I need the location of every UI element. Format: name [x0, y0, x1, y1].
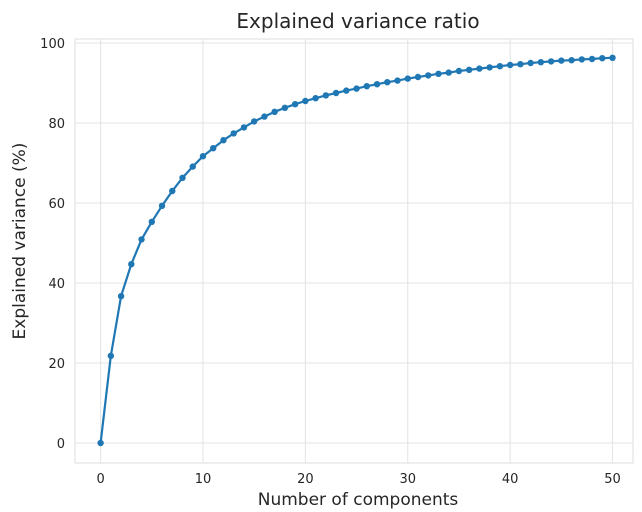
data-point	[455, 67, 463, 75]
data-point	[210, 145, 217, 152]
data-point	[578, 56, 586, 63]
x-tick-label: 40	[502, 472, 519, 487]
data-point	[117, 293, 125, 300]
data-point	[148, 218, 155, 225]
data-point	[425, 72, 432, 79]
data-point	[506, 61, 514, 69]
data-point	[189, 163, 196, 170]
series-layer	[97, 54, 616, 447]
data-point	[609, 54, 616, 61]
data-point	[435, 70, 442, 78]
data-point	[97, 439, 104, 447]
data-point	[588, 55, 596, 63]
data-point	[517, 60, 524, 68]
data-point	[486, 64, 493, 71]
x-tick-label: 30	[399, 472, 416, 487]
data-point	[220, 137, 227, 144]
x-tick-label: 50	[604, 472, 621, 487]
data-point	[353, 85, 360, 92]
data-point	[332, 89, 340, 97]
data-point	[343, 87, 350, 94]
data-point	[107, 352, 115, 359]
data-point	[496, 62, 504, 70]
data-point	[179, 174, 186, 181]
data-point	[158, 202, 166, 209]
data-point	[169, 187, 176, 195]
plot-frame	[74, 38, 634, 464]
data-point	[261, 113, 268, 120]
y-tick-label: 0	[57, 437, 65, 452]
data-point	[404, 75, 411, 82]
data-point	[527, 59, 534, 67]
data-point	[291, 101, 299, 108]
data-point	[240, 124, 248, 131]
x-tick-label: 10	[195, 472, 212, 487]
data-point	[384, 79, 391, 86]
x-tick-label: 0	[96, 472, 104, 487]
chart-title: Explained variance ratio	[236, 9, 479, 33]
data-point	[547, 58, 555, 65]
y-tick-label: 80	[48, 117, 65, 132]
y-tick-label: 60	[48, 197, 65, 212]
data-point	[363, 83, 370, 90]
x-axis-label: Number of components	[258, 490, 459, 510]
data-point	[271, 108, 278, 116]
data-point	[568, 57, 575, 64]
series-line	[99, 56, 613, 444]
data-point	[281, 104, 289, 112]
data-point	[465, 66, 473, 74]
data-point	[230, 130, 237, 137]
data-point	[312, 95, 319, 102]
grid	[75, 39, 633, 463]
y-axis-label: Explained variance (%)	[10, 143, 30, 340]
y-tick-label: 20	[48, 357, 65, 372]
data-point	[128, 261, 135, 268]
data-point	[394, 77, 401, 84]
data-point	[537, 59, 545, 66]
data-point	[476, 65, 483, 72]
data-point	[199, 153, 207, 160]
data-point	[138, 236, 145, 243]
data-point	[599, 55, 606, 62]
data-point	[414, 73, 422, 81]
y-tick-label: 100	[40, 37, 65, 52]
data-point	[250, 118, 258, 125]
data-point	[322, 92, 330, 99]
data-point	[558, 57, 565, 64]
data-point	[302, 97, 309, 105]
tick-labels: 0 10 20 30 40 50 0 20 40 60 80 100	[40, 37, 621, 487]
data-point	[445, 69, 452, 76]
data-point	[373, 81, 381, 88]
x-tick-label: 20	[297, 472, 314, 487]
y-tick-label: 40	[48, 277, 65, 292]
